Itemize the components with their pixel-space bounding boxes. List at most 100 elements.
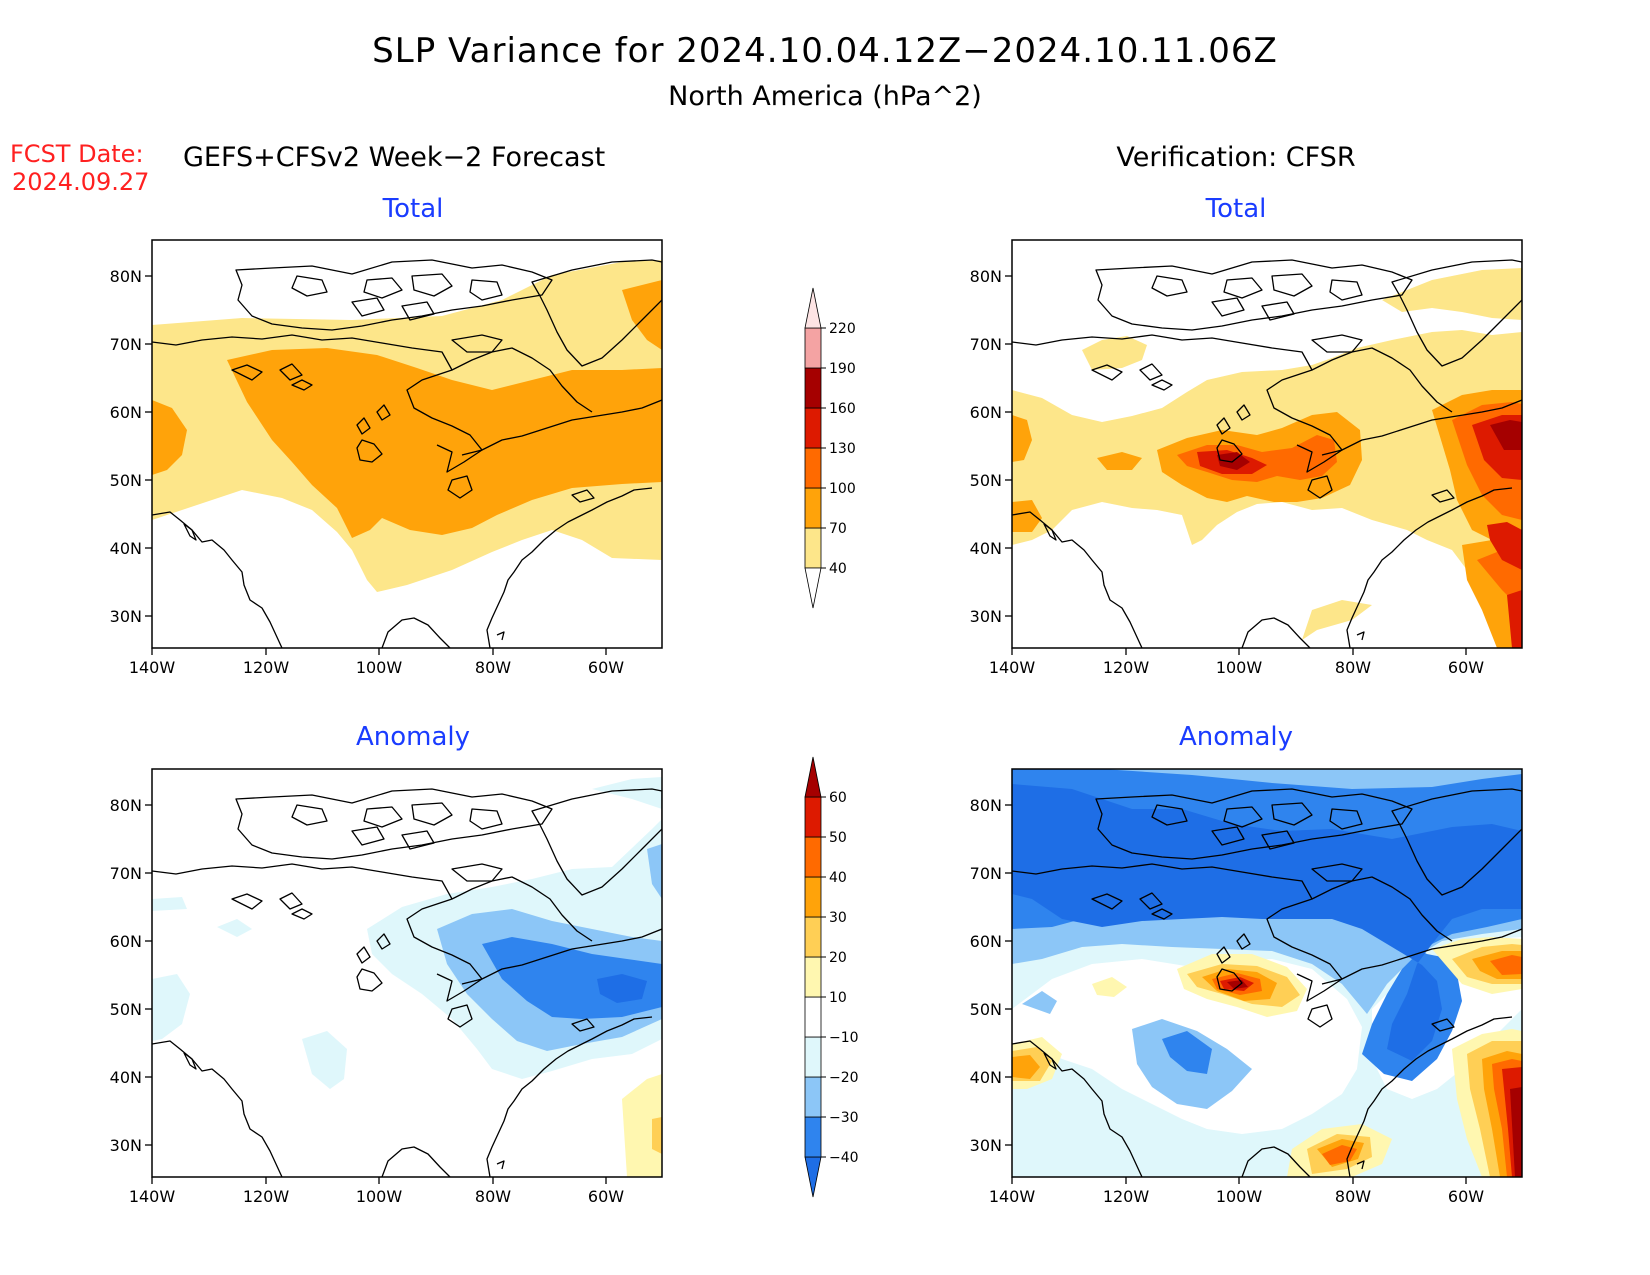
lat-tick-label: 80N bbox=[110, 267, 142, 286]
lon-tick-label: 60W bbox=[588, 1187, 624, 1206]
lat-tick-label: 60N bbox=[110, 403, 142, 422]
axis-ticks-verification-total: 140W 120W 100W 80W 60W 80N 70N 60N 50N 40N 30N bbox=[970, 267, 1485, 677]
colorbar-total-swatch bbox=[804, 487, 822, 529]
colorbar-anomaly-label: 50 bbox=[829, 830, 847, 846]
colorbar-anomaly-label: −10 bbox=[829, 1030, 859, 1046]
shade-ver-total-160-190-b bbox=[1490, 420, 1522, 450]
lat-tick-label: 60N bbox=[970, 932, 1002, 951]
lon-tick-label: 60W bbox=[1448, 1187, 1484, 1206]
lon-tick-label: 100W bbox=[1216, 1187, 1263, 1206]
shade-ver-total-130-160-d bbox=[1507, 590, 1522, 648]
colorbar-total-swatch bbox=[804, 367, 822, 409]
lat-tick-label: 70N bbox=[970, 335, 1002, 354]
colorbar-anomaly-swatch bbox=[804, 1116, 822, 1158]
lon-tick-label: 80W bbox=[1335, 658, 1371, 677]
lon-tick-label: 60W bbox=[588, 658, 624, 677]
lat-tick-label: 30N bbox=[970, 607, 1002, 626]
colorbar-total-swatch bbox=[804, 407, 822, 449]
shade-ver-anom-n30-b bbox=[1162, 1031, 1212, 1074]
lon-tick-label: 120W bbox=[1103, 1187, 1150, 1206]
panel-title-forecast-total: Total bbox=[382, 194, 444, 224]
shade-ver-anom-p40-d bbox=[1490, 955, 1522, 975]
shade-ver-anom-p30-c bbox=[1012, 1055, 1040, 1079]
shade-total-70-100-w bbox=[152, 400, 187, 475]
colorbar-total-label: 40 bbox=[829, 561, 847, 577]
figure-title: SLP Variance for 2024.10.04.12Z−2024.10.… bbox=[372, 31, 1278, 71]
colorbar-total-label: 220 bbox=[829, 321, 856, 337]
lat-tick-label: 50N bbox=[110, 471, 142, 490]
forecast-heading: GEFS+CFSv2 Week−2 Forecast bbox=[183, 142, 605, 173]
shade-ver-anom-p40-c bbox=[1322, 1145, 1357, 1165]
colorbar-total-label: 130 bbox=[829, 441, 856, 457]
map-verification-anomaly bbox=[1011, 768, 1523, 1178]
shade-total-70-100-ne bbox=[622, 280, 662, 350]
colorbar-total-swatch bbox=[804, 327, 822, 369]
shade-anom-n10-d bbox=[302, 1031, 347, 1089]
panel-title-forecast-anomaly: Anomaly bbox=[356, 722, 470, 752]
lon-tick-label: 140W bbox=[129, 1187, 176, 1206]
figure-subtitle: North America (hPa^2) bbox=[668, 81, 982, 112]
lon-tick-label: 120W bbox=[1103, 658, 1150, 677]
colorbar-anomaly-label: 10 bbox=[829, 990, 847, 1006]
lat-tick-label: 60N bbox=[970, 403, 1002, 422]
lon-tick-label: 80W bbox=[475, 658, 511, 677]
shade-ver-anom-p60-a bbox=[1227, 980, 1248, 989]
lat-tick-label: 30N bbox=[110, 1136, 142, 1155]
lon-tick-label: 120W bbox=[243, 658, 290, 677]
lat-tick-label: 50N bbox=[110, 1000, 142, 1019]
colorbar-total-swatch bbox=[804, 447, 822, 489]
lon-tick-label: 140W bbox=[129, 658, 176, 677]
lat-tick-label: 80N bbox=[110, 796, 142, 815]
colorbar-anomaly-label: 40 bbox=[829, 870, 847, 886]
lon-tick-label: 100W bbox=[1216, 658, 1263, 677]
lat-tick-label: 70N bbox=[110, 864, 142, 883]
shade-anom-n10-b bbox=[592, 777, 662, 809]
colorbar-anomaly-label: 60 bbox=[829, 790, 847, 806]
colorbar-anomaly-label: −30 bbox=[829, 1110, 859, 1126]
fcst-date-value: 2024.09.27 bbox=[12, 168, 149, 196]
lat-tick-label: 40N bbox=[970, 539, 1002, 558]
map-verification-total bbox=[1011, 239, 1523, 649]
colorbar-anomaly-swatch bbox=[804, 796, 822, 838]
shade-anom-n10-f bbox=[217, 919, 252, 937]
shade-ver-total-70-100-c bbox=[1097, 452, 1142, 470]
shade-ver-total-40-70-c bbox=[1382, 268, 1522, 320]
colorbar-anomaly-swatch bbox=[804, 916, 822, 958]
colorbar-anomaly-swatch bbox=[804, 876, 822, 918]
map-forecast-total bbox=[151, 239, 663, 649]
colorbar-anomaly-swatch bbox=[804, 1036, 822, 1078]
fcst-date-label: FCST Date: bbox=[10, 140, 144, 168]
shade-anom-n40-a bbox=[597, 974, 647, 1003]
shade-anom-p20-a bbox=[652, 1117, 662, 1154]
lat-tick-label: 80N bbox=[970, 796, 1002, 815]
shade-ver-total-70-100-f bbox=[1012, 415, 1032, 462]
colorbar-anomaly: −40 −30 −20 −10 10 20 30 40 50 60 bbox=[804, 756, 859, 1198]
shade-total-70-100 bbox=[227, 348, 662, 538]
colorbar-total-label: 70 bbox=[829, 521, 847, 537]
panel-title-verification-anomaly: Anomaly bbox=[1179, 722, 1293, 752]
shade-ver-total-70-100-d bbox=[1012, 500, 1042, 532]
lat-tick-label: 50N bbox=[970, 471, 1002, 490]
lat-tick-label: 70N bbox=[110, 335, 142, 354]
shade-ver-anom-p60-b bbox=[1510, 1087, 1522, 1177]
lat-tick-label: 30N bbox=[110, 607, 142, 626]
lon-tick-label: 140W bbox=[989, 658, 1036, 677]
shade-ver-anom-p10-f bbox=[1092, 977, 1127, 997]
colorbar-total-swatch bbox=[804, 287, 822, 329]
shade-anom-n10-e bbox=[152, 897, 187, 911]
colorbar-anomaly-label: −40 bbox=[829, 1150, 859, 1166]
shade-anom-n10-c bbox=[152, 974, 190, 1041]
axis-ticks-forecast-anomaly: 140W 120W 100W 80W 60W 80N 70N 60N 50N 40N 30N bbox=[110, 796, 625, 1206]
lat-tick-label: 40N bbox=[110, 539, 142, 558]
colorbar-anomaly-label: 20 bbox=[829, 950, 847, 966]
axis-ticks-forecast-total: 140W 120W 100W 80W 60W 80N 70N 60N 50N 40N 30N bbox=[110, 267, 625, 677]
colorbar-anomaly-swatch bbox=[804, 956, 822, 998]
lat-tick-label: 60N bbox=[110, 932, 142, 951]
lon-tick-label: 80W bbox=[475, 1187, 511, 1206]
lat-tick-label: 50N bbox=[970, 1000, 1002, 1019]
lon-tick-label: 100W bbox=[356, 658, 403, 677]
colorbar-anomaly-label: −20 bbox=[829, 1070, 859, 1086]
colorbar-anomaly-swatch bbox=[804, 996, 822, 1038]
colorbar-total: 40 70 100 130 160 190 220 bbox=[804, 287, 856, 609]
